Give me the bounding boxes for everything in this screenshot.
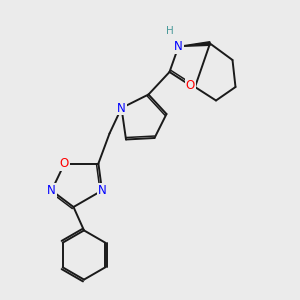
Text: O: O <box>60 157 69 170</box>
Polygon shape <box>178 42 210 46</box>
Text: N: N <box>174 40 183 53</box>
Text: N: N <box>47 184 56 197</box>
Text: N: N <box>117 101 126 115</box>
Text: H: H <box>166 26 173 37</box>
Text: O: O <box>186 79 195 92</box>
Text: N: N <box>98 184 106 197</box>
